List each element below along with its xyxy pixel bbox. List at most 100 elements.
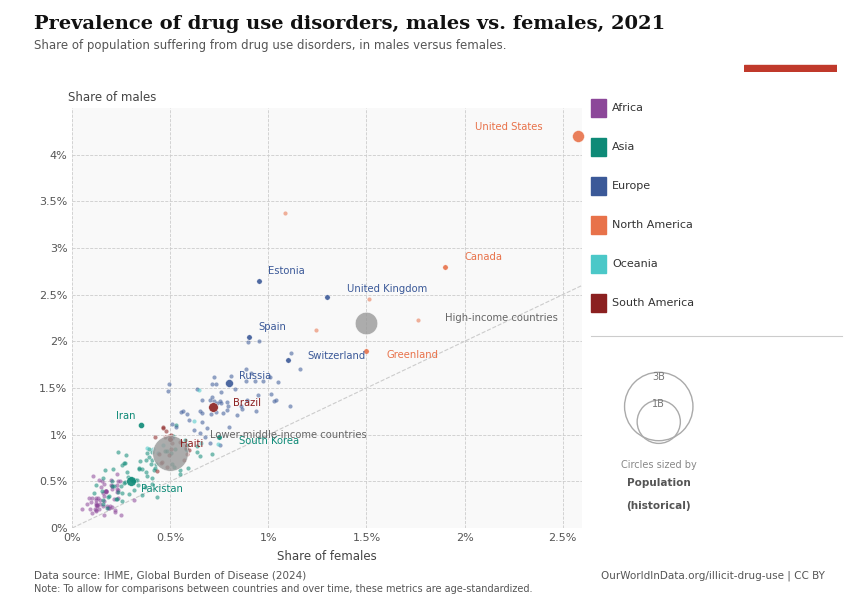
Point [269,395,283,404]
Point [187,416,201,426]
Point [96,473,110,483]
Point [105,482,119,491]
Point [139,449,153,458]
Point [239,364,252,373]
Point [80,499,94,509]
Text: South Korea: South Korea [239,436,299,446]
Point [216,409,230,418]
Text: Lower-middle-income countries: Lower-middle-income countries [210,430,366,440]
Point [249,406,263,416]
Point [220,406,234,415]
Point [169,421,183,430]
Point [105,481,119,491]
Point [128,475,141,485]
Point [156,422,170,432]
Point [211,439,224,449]
Point [102,491,116,501]
Point [283,401,297,411]
Point [190,448,203,457]
Point [195,438,208,448]
Point [293,364,307,374]
Point [99,487,113,496]
Point [175,407,189,416]
Point [162,386,175,396]
Point [100,501,114,511]
Text: Brazil: Brazil [233,398,261,408]
Point [110,494,124,504]
Point [196,395,209,404]
Point [205,449,218,459]
Point [278,208,292,217]
Text: North America: North America [612,220,693,230]
Point [193,451,207,461]
Point [224,371,237,380]
Point [139,467,153,477]
Point [173,469,186,478]
Point [223,379,236,388]
Point [120,451,133,460]
Text: Share of males: Share of males [68,91,156,104]
Point [167,463,180,472]
Point [284,349,298,358]
Point [89,493,103,503]
Point [102,503,116,513]
Point [101,503,115,512]
Point [256,376,269,386]
Point [150,449,164,458]
Point [179,445,193,454]
Point [111,493,125,502]
Point [240,376,253,386]
Point [96,488,110,498]
Point [135,464,149,474]
Point [100,503,114,513]
Point [98,487,111,496]
Text: Greenland: Greenland [386,350,438,361]
Point [158,446,172,456]
Point [248,376,262,385]
Point [204,409,218,419]
Point [180,445,194,455]
Point [86,509,99,518]
Point [95,486,109,496]
Text: in Data: in Data [769,49,812,59]
Point [132,464,145,473]
Text: Russia: Russia [239,371,271,381]
Text: Circles sized by: Circles sized by [620,461,697,470]
Point [135,491,149,500]
Point [165,433,178,443]
Text: Asia: Asia [612,142,635,152]
Point [213,396,227,406]
Point [110,487,124,497]
Point [165,419,178,429]
Text: Estonia: Estonia [269,266,305,277]
Point [169,422,183,432]
Point [142,452,156,462]
Text: United Kingdom: United Kingdom [347,284,427,294]
Point [98,511,111,520]
Text: United States: United States [475,122,543,131]
Point [107,494,121,504]
Point [96,495,110,505]
Point [214,388,228,397]
Text: Pakistan: Pakistan [141,484,183,494]
Point [105,502,118,512]
Point [145,479,159,489]
Point [133,456,146,466]
Point [105,476,119,486]
Point [571,131,585,141]
Point [124,475,138,484]
Point [140,443,154,453]
Point [152,449,166,458]
Point [105,476,118,485]
Point [203,395,217,405]
Text: Africa: Africa [612,103,644,113]
Point [108,505,122,515]
Point [165,459,178,469]
Text: 1B: 1B [652,399,666,409]
Point [179,443,193,453]
Point [85,497,99,506]
Point [164,444,178,454]
Point [118,458,132,468]
Text: Note: To allow for comparisons between countries and over time, these metrics ar: Note: To allow for comparisons between c… [34,584,532,594]
Point [124,476,138,486]
